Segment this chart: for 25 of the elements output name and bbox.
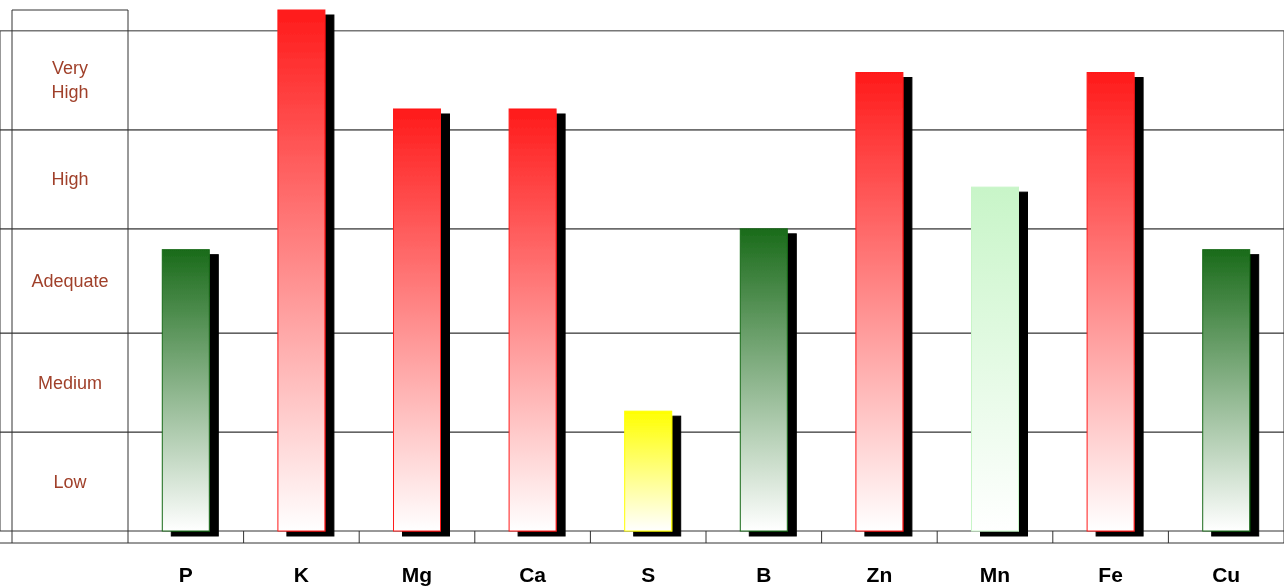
x-tick-label: Ca [519, 563, 547, 586]
bar [1086, 72, 1135, 532]
bar [971, 186, 1019, 532]
x-tick-label: Mn [979, 563, 1011, 586]
x-tick-label: Fe [1098, 563, 1123, 586]
x-tick-label: S [641, 563, 656, 586]
bar [161, 249, 210, 532]
x-tick-label: Cu [1212, 563, 1241, 586]
band-label: High [51, 169, 89, 190]
x-tick-label: B [756, 563, 772, 586]
band-label: Very High [51, 58, 89, 103]
bar [855, 72, 904, 532]
band-label: Medium [37, 372, 103, 393]
x-tick-label: K [293, 563, 309, 586]
band-label: Low [53, 471, 88, 492]
bar [393, 108, 441, 532]
x-tick-label: Zn [866, 563, 893, 586]
bar [739, 228, 788, 532]
bar [1202, 249, 1251, 532]
bar [624, 410, 673, 532]
bar [277, 9, 326, 532]
band-label: Adequate [31, 270, 109, 291]
x-tick-label: P [178, 563, 193, 586]
x-tick-label: Mg [401, 563, 433, 586]
bar [508, 108, 557, 532]
